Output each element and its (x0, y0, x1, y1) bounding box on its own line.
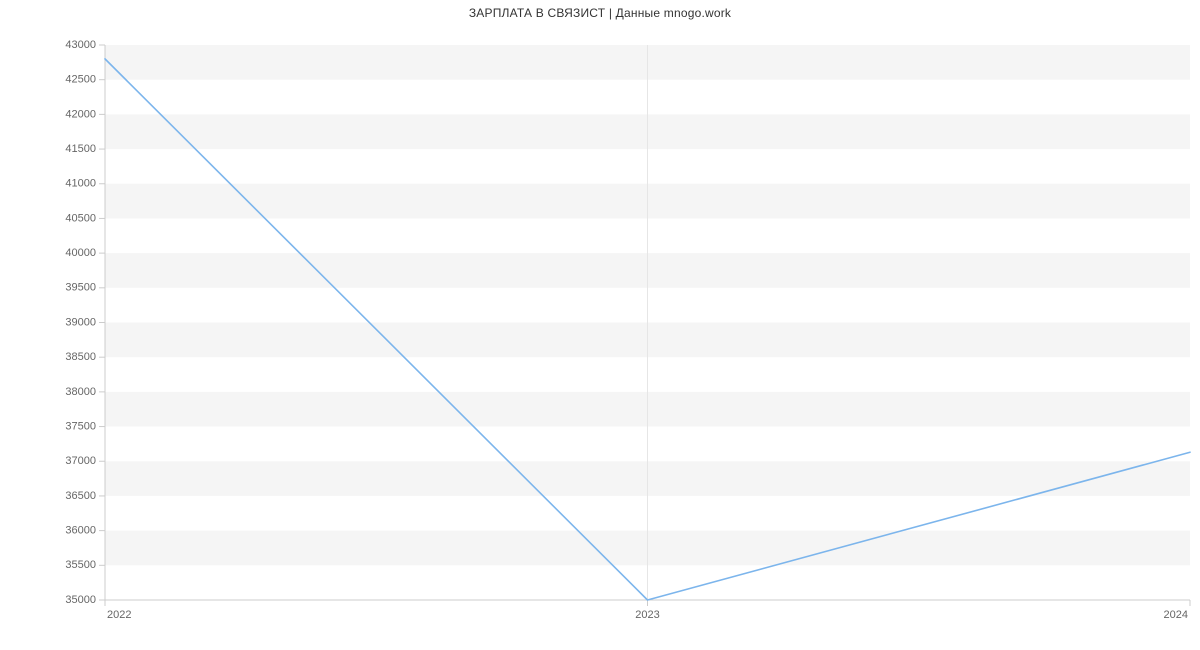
chart-title: ЗАРПЛАТА В СВЯЗИСТ | Данные mnogo.work (0, 6, 1200, 20)
line-chart: 35000 35500 36000 36500 37000 37500 38000 38500… (0, 0, 1200, 650)
chart-container: ЗАРПЛАТА В СВЯЗИСТ | Данные mnogo.work 3… (0, 0, 1200, 650)
y-tick-label: 38000 (65, 386, 96, 398)
y-tick-label: 39500 (65, 282, 96, 294)
y-tick-label: 36000 (65, 525, 96, 537)
y-tick-label: 41000 (65, 178, 96, 190)
y-tick-label: 38500 (65, 351, 96, 363)
y-tick-label: 40000 (65, 247, 96, 259)
y-tick-label: 35500 (65, 559, 96, 571)
y-tick-label: 37500 (65, 420, 96, 432)
x-tick-label: 2023 (635, 609, 659, 621)
y-tick-label: 40500 (65, 212, 96, 224)
y-tick-label: 39000 (65, 316, 96, 328)
y-tick-label: 36500 (65, 490, 96, 502)
y-tick-label: 35000 (65, 594, 96, 606)
y-tick-label: 43000 (65, 39, 96, 51)
y-tick-label: 42000 (65, 108, 96, 120)
y-tick-label: 41500 (65, 143, 96, 155)
x-tick-label: 2024 (1164, 609, 1188, 621)
x-tick-label: 2022 (107, 609, 131, 621)
y-tick-label: 42500 (65, 74, 96, 86)
y-tick-label: 37000 (65, 455, 96, 467)
